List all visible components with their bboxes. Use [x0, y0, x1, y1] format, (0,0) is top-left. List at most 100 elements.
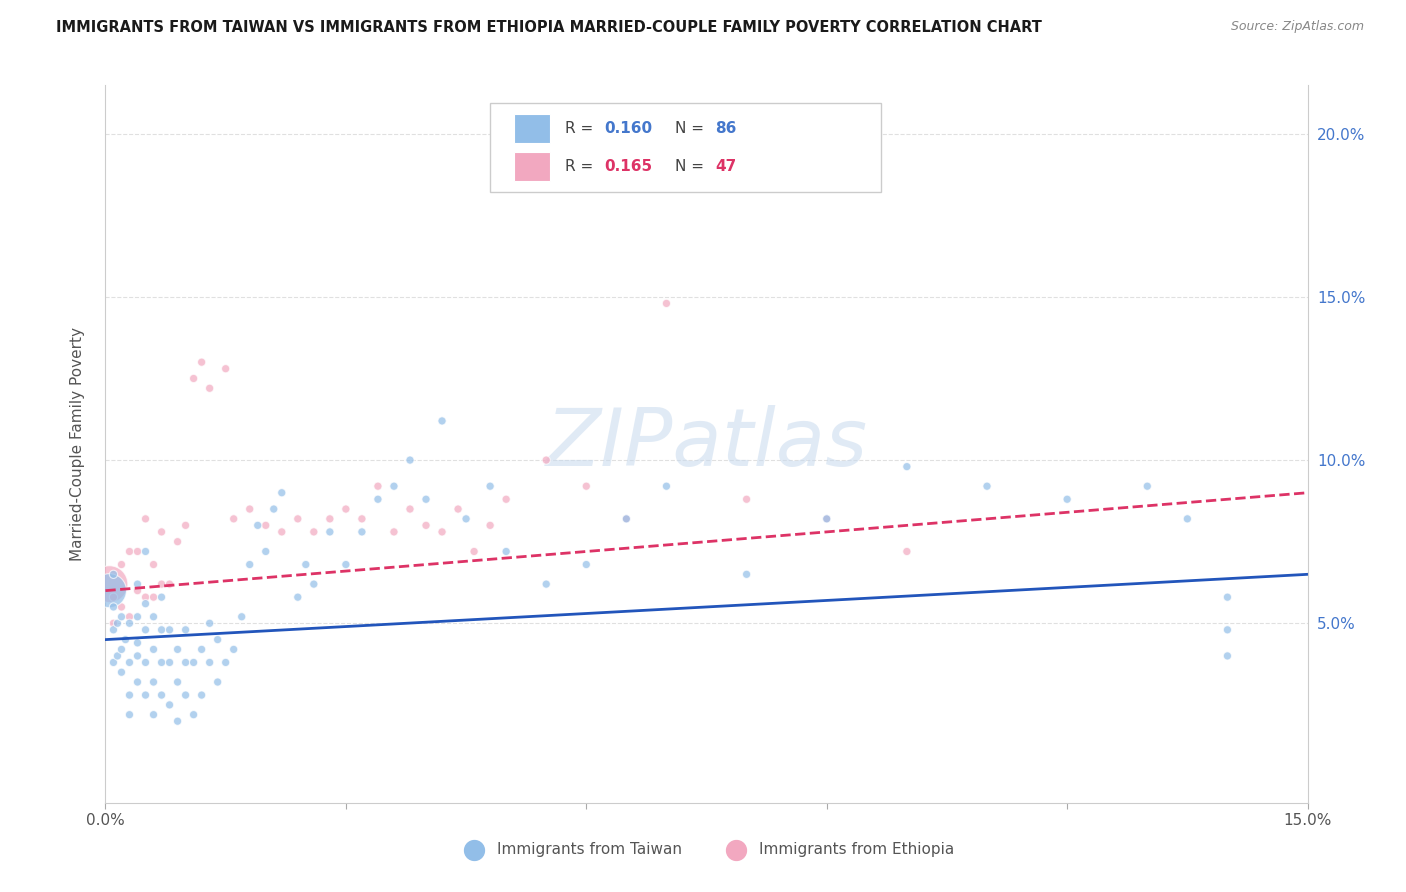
Point: [150, 688, 173, 702]
Point: [110, 558, 132, 572]
Point: [135, 688, 157, 702]
Point: [616, 512, 638, 526]
Point: [98, 583, 121, 598]
Point: [142, 609, 165, 624]
Point: [150, 656, 173, 670]
Point: [287, 590, 309, 604]
Point: [166, 534, 188, 549]
Point: [118, 656, 141, 670]
Point: [415, 518, 437, 533]
Point: [103, 590, 125, 604]
Point: [166, 675, 188, 690]
Point: [142, 675, 165, 690]
Point: [159, 623, 181, 637]
Point: [254, 518, 277, 533]
Point: [103, 656, 125, 670]
Point: [495, 492, 517, 507]
Point: [174, 623, 197, 637]
Point: [1216, 590, 1239, 604]
Point: [110, 609, 132, 624]
Point: [127, 544, 149, 558]
Point: [415, 492, 437, 507]
Point: [214, 361, 236, 376]
Point: [183, 371, 205, 385]
Point: [382, 479, 405, 493]
Point: [302, 577, 325, 591]
Point: [190, 642, 212, 657]
FancyBboxPatch shape: [491, 103, 880, 193]
Point: [166, 714, 188, 729]
Point: [454, 512, 477, 526]
Point: [127, 636, 149, 650]
Point: [367, 492, 389, 507]
Point: [135, 656, 157, 670]
Point: [222, 642, 245, 657]
Point: [114, 632, 136, 647]
Point: [103, 599, 125, 614]
Point: [103, 623, 125, 637]
Point: [430, 414, 453, 428]
Bar: [515, 114, 550, 143]
Point: [127, 583, 149, 598]
Point: [103, 616, 125, 631]
Point: [239, 502, 262, 516]
Point: [616, 512, 638, 526]
Point: [135, 512, 157, 526]
Point: [174, 688, 197, 702]
Point: [350, 524, 373, 539]
Point: [174, 656, 197, 670]
Point: [534, 577, 557, 591]
Point: [270, 524, 292, 539]
Point: [735, 567, 758, 582]
Text: N =: N =: [675, 121, 709, 136]
Point: [183, 707, 205, 722]
Point: [231, 609, 253, 624]
Point: [142, 707, 165, 722]
Point: [214, 656, 236, 670]
Point: [815, 512, 838, 526]
Point: [107, 616, 129, 631]
Point: [103, 567, 125, 582]
Text: R =: R =: [565, 159, 598, 174]
Point: [270, 485, 292, 500]
Text: IMMIGRANTS FROM TAIWAN VS IMMIGRANTS FROM ETHIOPIA MARRIED-COUPLE FAMILY POVERTY: IMMIGRANTS FROM TAIWAN VS IMMIGRANTS FRO…: [56, 20, 1042, 35]
Point: [207, 675, 229, 690]
Point: [159, 656, 181, 670]
Point: [495, 544, 517, 558]
Point: [1136, 479, 1159, 493]
Point: [110, 599, 132, 614]
Point: [183, 656, 205, 670]
Text: N =: N =: [675, 159, 709, 174]
Point: [655, 479, 678, 493]
Point: [399, 502, 422, 516]
Point: [127, 675, 149, 690]
Point: [815, 512, 838, 526]
Point: [150, 590, 173, 604]
Point: [150, 577, 173, 591]
Point: [166, 642, 188, 657]
Point: [976, 479, 998, 493]
Point: [1177, 512, 1199, 526]
Point: [135, 623, 157, 637]
Legend: Immigrants from Taiwan, Immigrants from Ethiopia: Immigrants from Taiwan, Immigrants from …: [453, 836, 960, 863]
Point: [135, 590, 157, 604]
Point: [190, 688, 212, 702]
Point: [575, 558, 598, 572]
Point: [735, 492, 758, 507]
Point: [142, 558, 165, 572]
Point: [198, 381, 221, 395]
Point: [135, 597, 157, 611]
Text: 0.165: 0.165: [605, 159, 652, 174]
Point: [107, 648, 129, 663]
Point: [239, 558, 262, 572]
Point: [1056, 492, 1078, 507]
Text: 86: 86: [714, 121, 737, 136]
Point: [319, 524, 342, 539]
Point: [150, 524, 173, 539]
Point: [447, 502, 470, 516]
Point: [150, 623, 173, 637]
Point: [118, 616, 141, 631]
Point: [198, 616, 221, 631]
Point: [118, 544, 141, 558]
Bar: [515, 153, 550, 181]
